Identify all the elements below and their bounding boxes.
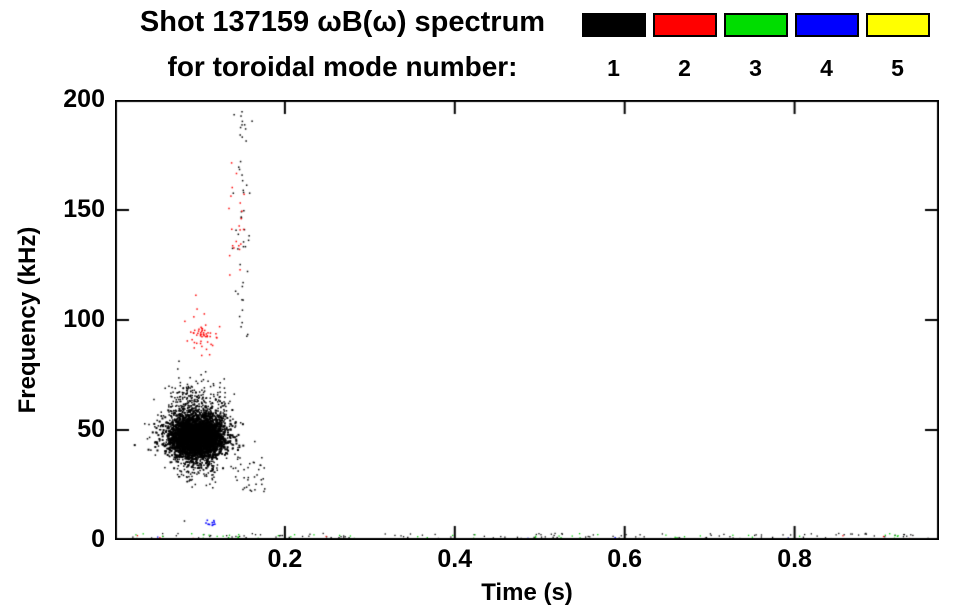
legend-mode-number: 1	[607, 55, 620, 81]
legend-item: 3	[720, 13, 791, 82]
legend-item: 1	[578, 13, 649, 82]
legend-mode-number: 4	[820, 55, 833, 81]
legend-item: 4	[791, 13, 862, 82]
x-axis-label: Time (s)	[481, 579, 573, 606]
y-tick-label: 150	[63, 195, 105, 223]
legend-item: 2	[649, 13, 720, 82]
x-tick-label: 0.6	[607, 545, 643, 573]
y-tick-label: 200	[63, 85, 105, 113]
legend-mode-number: 5	[891, 55, 904, 81]
x-tick-label: 0.4	[437, 545, 473, 573]
y-tick-label: 50	[77, 415, 105, 443]
x-tick-label: 0.2	[267, 545, 303, 573]
legend-color-box	[652, 13, 717, 37]
legend-mode-number: 2	[678, 55, 691, 81]
legend-mode-number: 3	[749, 55, 762, 81]
chart-title-line2: for toroidal mode number:	[167, 51, 518, 82]
legend: 1 2 3 4 5	[578, 13, 933, 82]
chart-title-line1: Shot 137159 ωB(ω) spectrum	[139, 6, 546, 38]
y-tick-label: 0	[91, 525, 105, 553]
x-tick-label: 0.8	[777, 545, 812, 573]
legend-color-box	[723, 13, 788, 37]
legend-color-box	[581, 13, 646, 37]
plot-area	[115, 100, 939, 540]
legend-color-box	[794, 13, 859, 37]
legend-color-box	[865, 13, 930, 37]
y-tick-label: 100	[63, 305, 105, 333]
legend-item: 5	[862, 13, 933, 82]
